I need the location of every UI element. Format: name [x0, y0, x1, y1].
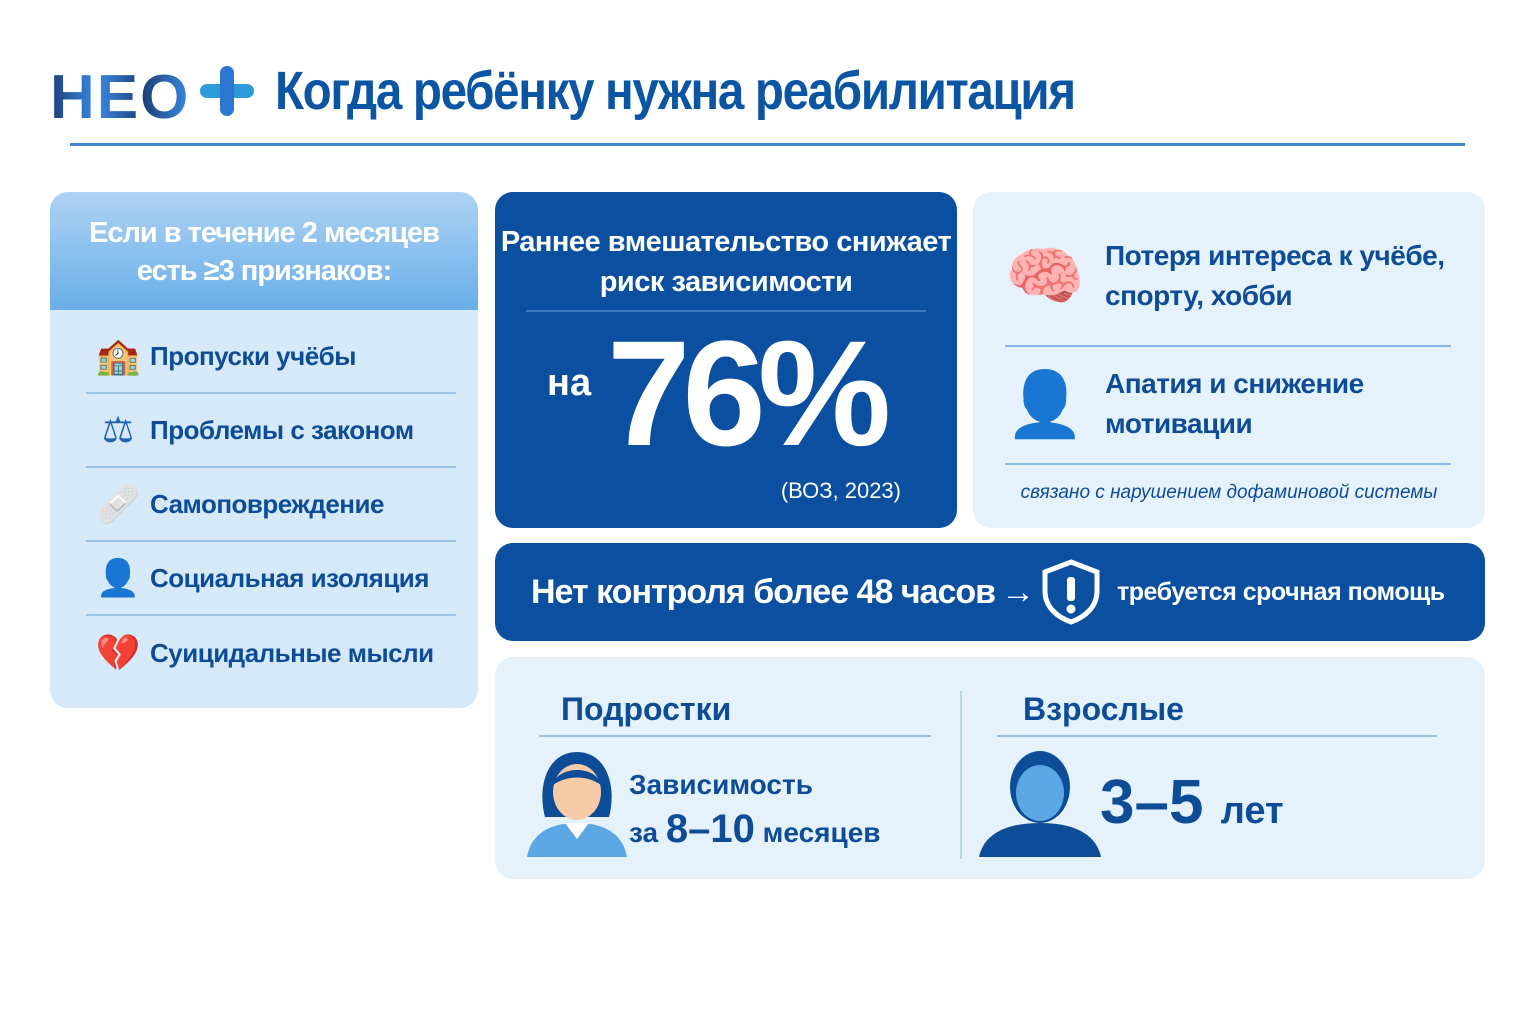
stat-source: (ВОЗ, 2023) [780, 478, 901, 503]
alert-bar: Нет контроля более 48 часов → требуется … [495, 543, 1485, 641]
adults-value: 3–5 [1100, 768, 1204, 837]
gavel-icon: ⚖ [101, 409, 135, 450]
item-label: Пропуски учёбы [150, 340, 356, 371]
symptom-item: 🧠 Потеря интереса к учёбе, спорту, хобби [1005, 236, 1453, 316]
symptoms-card: 🧠 Потеря интереса к учёбе, спорту, хобби … [973, 192, 1485, 528]
signs-card: Если в течение 2 месяцев есть ≥3 признак… [50, 192, 478, 708]
teens-value: 8–10 [665, 807, 755, 851]
stat-prefix: на [547, 362, 592, 404]
divider [997, 735, 1437, 737]
adult-avatar-icon [979, 751, 1101, 857]
shield-alert-icon [1042, 559, 1100, 625]
teen-avatar-icon [527, 752, 627, 857]
item-label: Проблемы с законом [150, 414, 414, 445]
item-label: Самоповреждение [150, 488, 384, 519]
teens-text: Зависимость за 8–10 месяцев [629, 763, 881, 855]
list-item: 💔 Суицидальные мысли [86, 616, 456, 690]
teens-heading: Подростки [561, 691, 732, 727]
list-item: 👤 Социальная изоляция [86, 542, 456, 616]
teens-prefix: за [629, 817, 659, 848]
stat-value: 76% [607, 309, 891, 477]
teens-line: Зависимость [629, 769, 813, 800]
divider [1005, 463, 1451, 465]
logo-plus-icon [200, 66, 254, 116]
stat-heading: Раннее вмешательство снижает риск зависи… [500, 226, 952, 298]
apathy-icon: 👤 [1005, 367, 1085, 440]
symptom-label: Апатия и снижение мотивации [1105, 368, 1364, 439]
symptom-label: Потеря интереса к учёбе, спорту, хобби [1105, 240, 1445, 311]
divider [70, 143, 1465, 146]
divider [526, 310, 926, 312]
page-title: Когда ребёнку нужна реабилитация [275, 61, 1076, 121]
list-item: 🩹 Самоповреждение [86, 468, 456, 542]
divider [1005, 345, 1451, 347]
person-icon: 👤 [95, 557, 141, 598]
item-label: Суицидальные мысли [150, 637, 434, 668]
bandage-icon: 🩹 [95, 483, 141, 524]
list-item: ⚖ Проблемы с законом [86, 394, 456, 468]
teens-unit: месяцев [762, 817, 881, 848]
alert-action: требуется срочная помощь [1117, 577, 1445, 606]
adults-text: 3–5 лет [1100, 767, 1284, 838]
stat-card: Раннее вмешательство снижает риск зависи… [495, 192, 957, 528]
symptoms-note: связано с нарушением дофаминовой системы [1020, 482, 1438, 503]
school-icon: 🏫 [95, 335, 141, 376]
item-label: Социальная изоляция [150, 562, 429, 593]
adults-unit: лет [1220, 790, 1284, 832]
divider [539, 735, 931, 737]
arrow-icon: → [1001, 572, 1036, 611]
symptom-item: 👤 Апатия и снижение мотивации [1005, 364, 1453, 444]
signs-heading: Если в течение 2 месяцев есть ≥3 признак… [50, 192, 478, 310]
adults-heading: Взрослые [1023, 691, 1184, 727]
brain-icon: 🧠 [1005, 239, 1085, 312]
list-item: 🏫 Пропуски учёбы [86, 320, 456, 394]
timeline-card: Подростки Зависимость за 8–10 месяцев Взр… [495, 657, 1485, 879]
divider [960, 691, 962, 859]
alert-text: Нет контроля более 48 часов [531, 572, 996, 611]
logo: НЕО [50, 63, 191, 132]
broken-heart-icon: 💔 [95, 632, 141, 673]
